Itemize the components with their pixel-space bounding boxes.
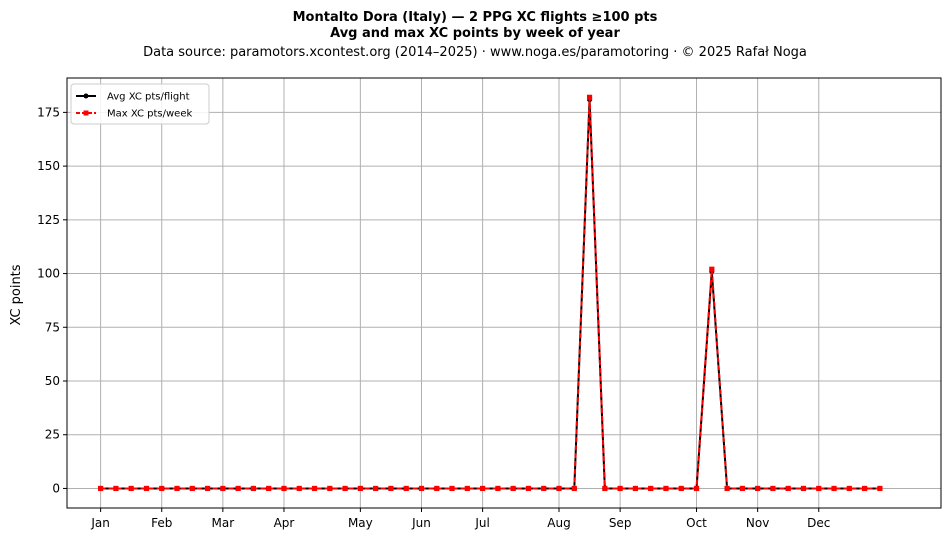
x-tick-label: Aug	[547, 516, 570, 530]
y-tick-label: 50	[45, 374, 60, 388]
series-point	[862, 485, 868, 492]
series-point	[464, 485, 470, 492]
series-point	[388, 485, 394, 492]
series-point	[541, 485, 547, 492]
series-point	[846, 485, 852, 492]
plot-frame	[66, 77, 942, 509]
chart-source: Data source: paramotors.xcontest.org (20…	[143, 45, 807, 60]
series-point	[800, 485, 807, 492]
chart-subtitle: Avg and max XC points by week of year	[330, 26, 620, 41]
series-point	[327, 485, 333, 492]
legend-label-avg: Avg XC pts/flight	[107, 92, 190, 103]
series-point	[785, 485, 791, 492]
legend-box	[70, 83, 210, 125]
y-tick-label: 125	[37, 213, 60, 227]
chart-title: Montalto Dora (Italy) — 2 PPG XC flights…	[293, 10, 658, 25]
ticks: Jan Feb Mar Apr May Jun Jul Aug Sep Oct Nov Dec 0 25 5…	[37, 105, 830, 530]
y-tick-label: 150	[37, 159, 60, 173]
series-point	[235, 485, 241, 492]
series-point	[663, 485, 669, 492]
y-tick-label: 25	[45, 428, 60, 442]
x-tick-label: Jul	[474, 516, 489, 530]
y-tick-label: 75	[45, 320, 60, 334]
series-point	[770, 485, 776, 492]
series-point	[571, 485, 577, 492]
series-point	[143, 485, 150, 492]
series-point	[755, 485, 761, 492]
series-layer	[98, 94, 883, 492]
legend-label-max: Max XC pts/week	[107, 109, 192, 120]
series-point	[739, 485, 745, 492]
series-point	[98, 485, 104, 492]
series-point	[220, 485, 226, 492]
series-point	[525, 485, 532, 492]
x-tick-label: Oct	[686, 516, 707, 530]
series-point	[250, 485, 257, 492]
series-point	[266, 485, 272, 492]
series-point	[724, 485, 730, 492]
series-point	[510, 485, 516, 492]
x-tick-label: Jan	[90, 516, 110, 530]
x-tick-label: Nov	[746, 516, 769, 530]
series-point	[632, 485, 639, 492]
series-point	[480, 485, 486, 492]
series-point	[373, 485, 379, 492]
x-tick-label: May	[348, 516, 373, 530]
series-point	[174, 485, 180, 492]
x-tick-label: Mar	[212, 516, 235, 530]
x-tick-label: Sep	[609, 516, 632, 530]
series-point	[693, 485, 700, 492]
series-point	[159, 485, 165, 492]
series-point	[342, 485, 348, 492]
x-tick-label: Feb	[151, 516, 172, 530]
series-point	[556, 485, 562, 492]
series-point	[189, 485, 195, 492]
series-point	[403, 485, 409, 492]
series-point	[831, 485, 837, 492]
legend-marker-max	[83, 110, 89, 116]
series-point	[877, 485, 883, 492]
legend: Avg XC pts/flight Max XC pts/week	[70, 83, 210, 125]
series-point	[602, 485, 608, 492]
series-point	[296, 485, 302, 492]
series-point	[678, 485, 684, 492]
series-point	[648, 485, 654, 492]
series-point	[204, 485, 211, 492]
series-point	[281, 485, 287, 492]
series-point	[357, 485, 363, 492]
y-axis-label: XC points	[9, 264, 24, 325]
series-point	[128, 485, 134, 492]
series-point	[617, 485, 623, 492]
series-point	[586, 94, 593, 100]
y-tick-label: 175	[37, 105, 60, 119]
series-point	[495, 485, 501, 492]
x-tick-label: Jun	[411, 516, 431, 530]
legend-marker-avg	[83, 93, 89, 99]
y-tick-label: 0	[52, 481, 60, 495]
series-point	[418, 485, 425, 492]
y-tick-label: 100	[37, 267, 60, 281]
series-line-0	[100, 98, 880, 490]
series-point	[709, 266, 715, 272]
series-point	[311, 485, 318, 492]
series-line-1	[100, 96, 880, 490]
grid	[67, 78, 941, 508]
x-tick-label: Apr	[274, 516, 295, 530]
series-point	[816, 485, 822, 492]
x-tick-label: Dec	[807, 516, 830, 530]
series-point	[449, 485, 455, 492]
series-point	[113, 485, 119, 492]
series-point	[434, 485, 440, 492]
